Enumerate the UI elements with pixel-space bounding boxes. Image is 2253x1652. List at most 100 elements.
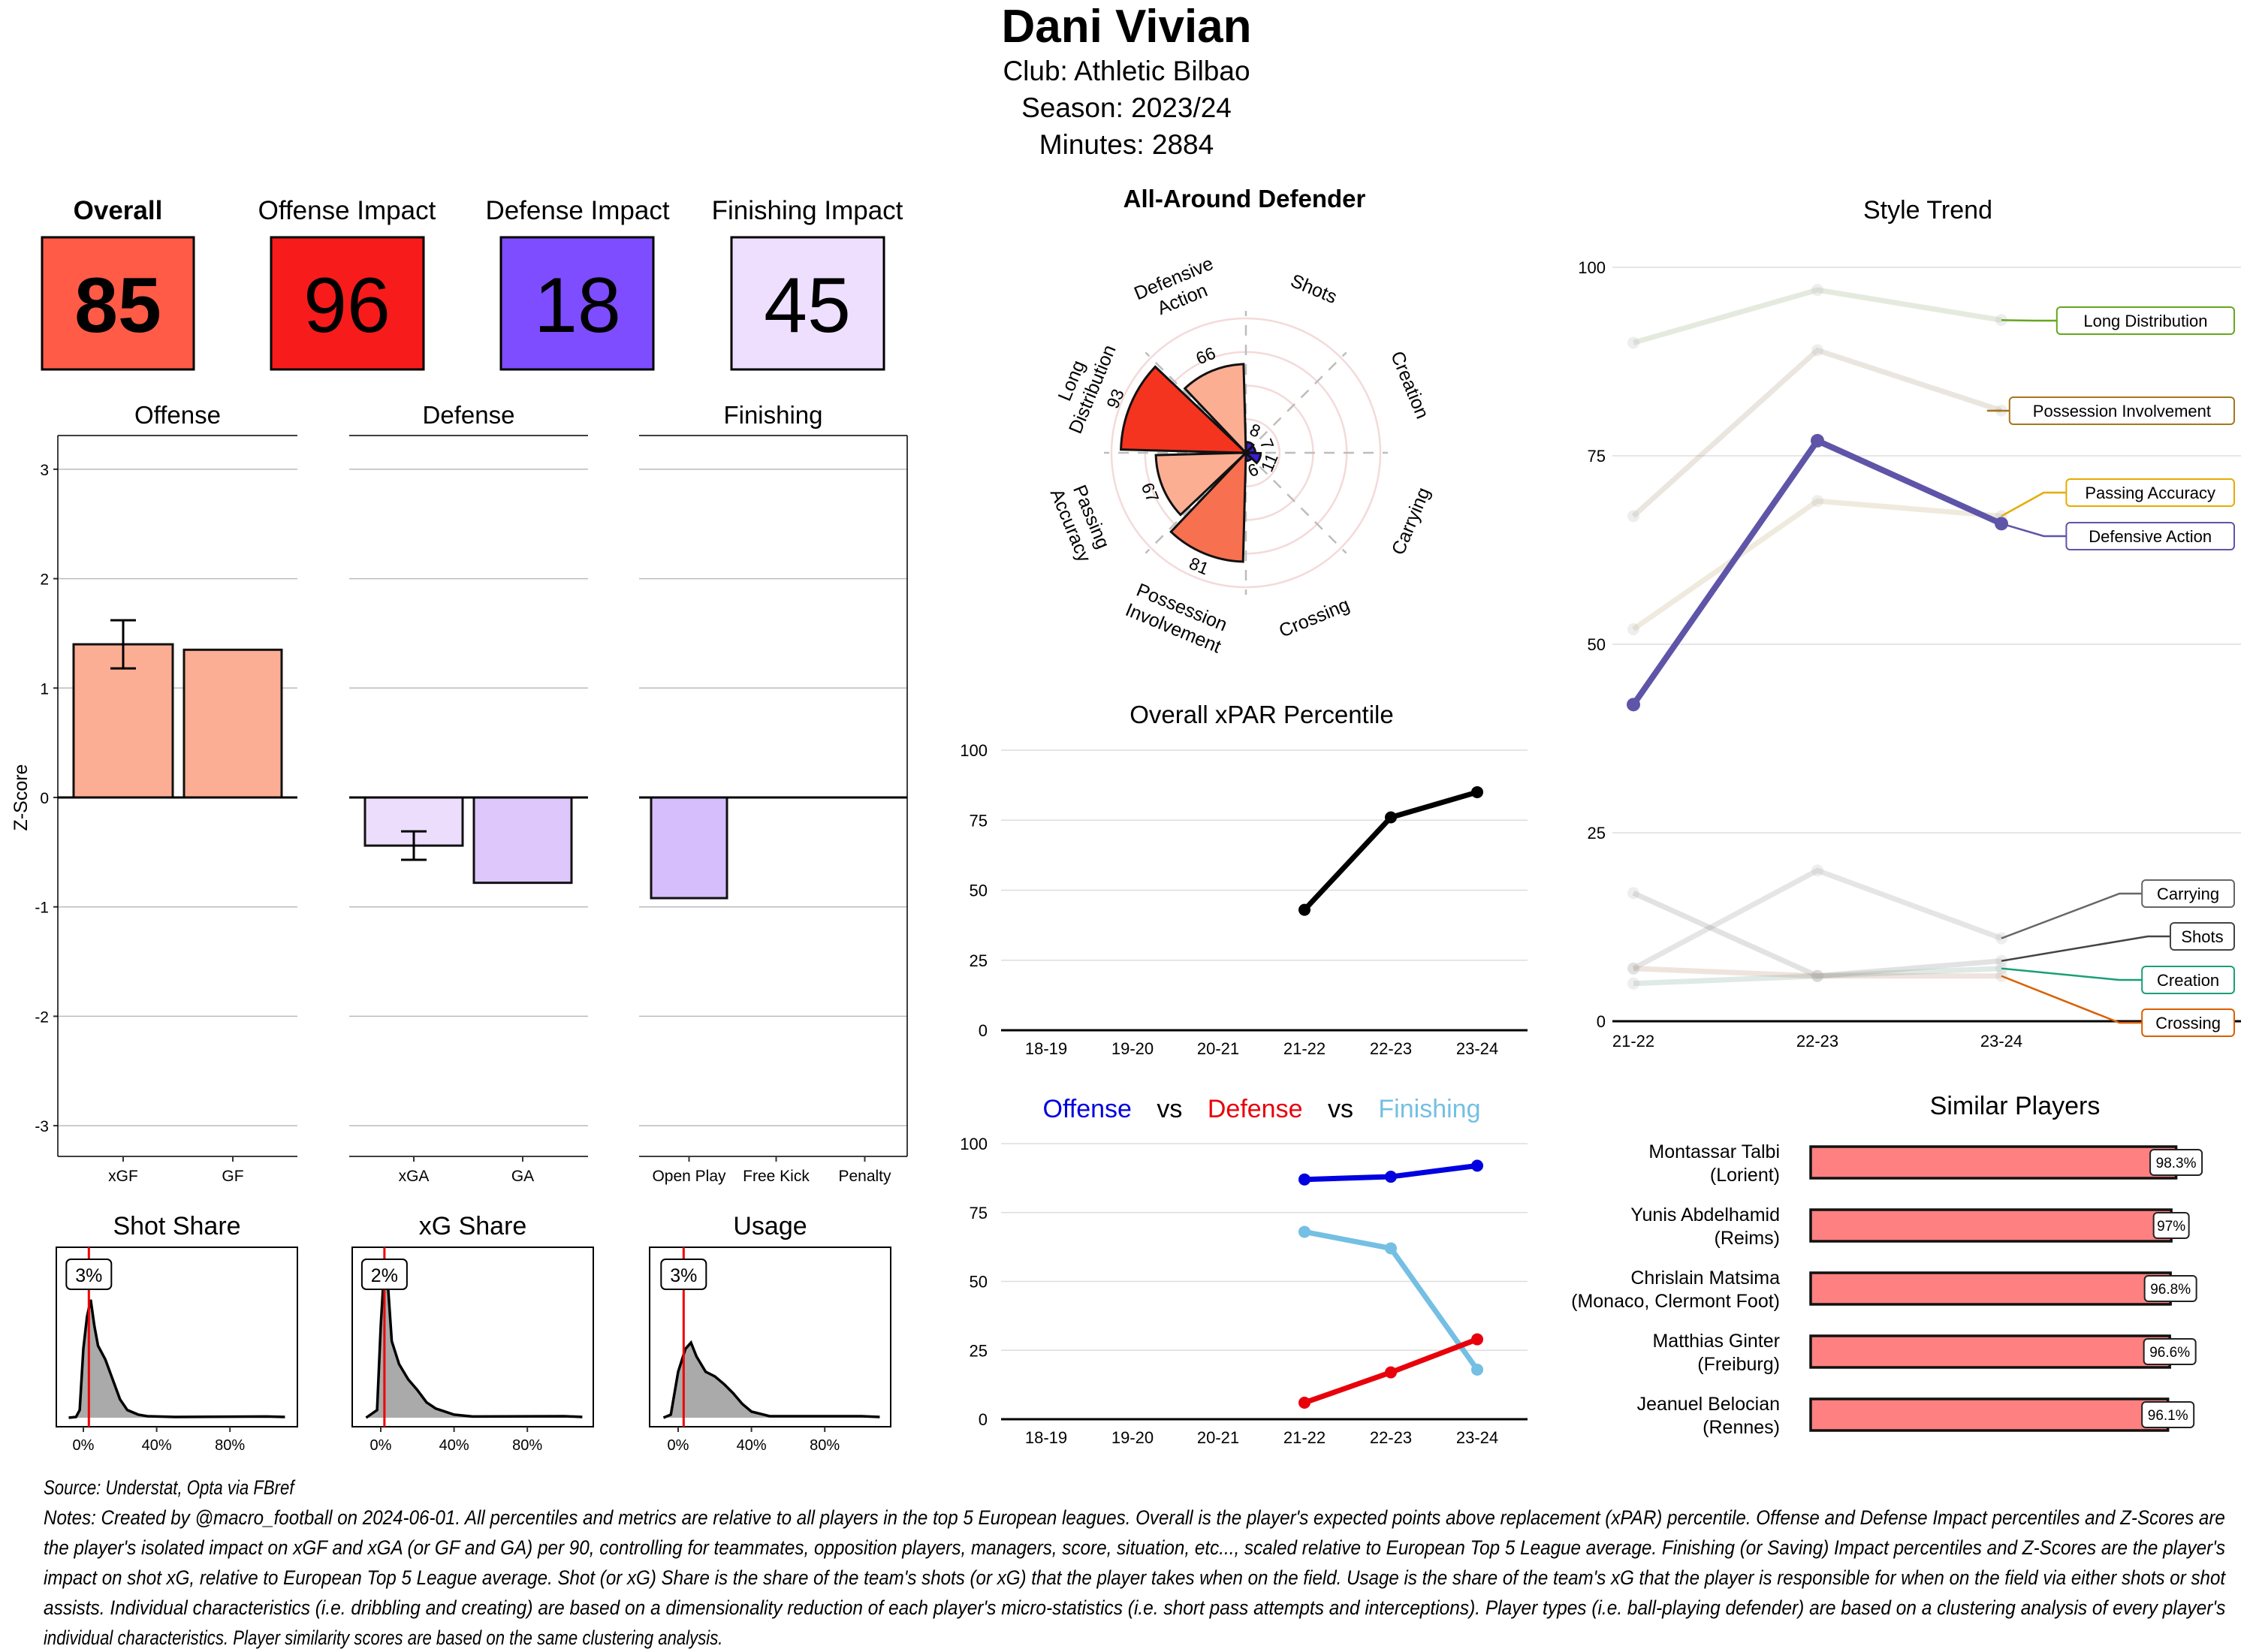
- radar-wedge-passing-accuracy: [1154, 451, 1249, 517]
- series-label: Shots: [2181, 927, 2223, 946]
- y-tick-label: 100: [960, 741, 988, 760]
- similarity-label: 96.6%: [2149, 1345, 2190, 1361]
- similar-player-club: (Freiburg): [1697, 1354, 1780, 1375]
- similar-player-name: Chrislain Matsima: [1630, 1268, 1780, 1289]
- score-value: 96: [303, 262, 391, 349]
- data-point: [1811, 433, 1824, 448]
- similarity-bar: [1809, 1208, 2173, 1243]
- score-value: 18: [534, 262, 621, 349]
- similarity-label-box: [2143, 1338, 2197, 1365]
- data-point: [1811, 284, 1823, 297]
- series-line: [1631, 498, 2002, 632]
- score-label: Offense Impact: [258, 196, 436, 225]
- data-point: [1298, 1396, 1310, 1409]
- player-value-label: 3%: [75, 1265, 102, 1286]
- notes-line: impact on shot xG, relative to European …: [44, 1566, 2226, 1589]
- x-tick-label: 22-23: [1370, 1428, 1412, 1447]
- panel-title: Finishing: [723, 401, 822, 429]
- series-line: [1633, 966, 2001, 979]
- zscore-panel-offense: Offense 3 2 1 0 -1 -2 -3 xGF GF: [35, 401, 297, 1185]
- x-tick-label: 80%: [512, 1437, 542, 1454]
- score-value: 45: [764, 262, 851, 349]
- similarity-bar: [1809, 1145, 2178, 1180]
- radar-value-label: 67: [1138, 480, 1163, 505]
- similar-player-name: Montassar Talbi: [1648, 1141, 1780, 1162]
- data-point: [1298, 1225, 1310, 1238]
- x-tick-label: 0%: [668, 1437, 689, 1454]
- similarity-label: 96.8%: [2150, 1282, 2191, 1298]
- score-box: [270, 236, 425, 371]
- score-box: [730, 236, 885, 371]
- series-label-box: [2141, 879, 2235, 908]
- radar-category-label: Carrying: [1388, 484, 1434, 558]
- label-connector: [2001, 975, 2143, 1024]
- similar-player-row: Matthias Ginter(Freiburg) 96.6%: [1652, 1331, 2197, 1375]
- panel-title: Offense: [134, 401, 221, 429]
- series-line: [1631, 347, 2003, 518]
- zscore-panel-defense: Defense xGA GA: [349, 401, 588, 1185]
- series-label: Carrying: [2157, 885, 2219, 903]
- x-tick-label: 80%: [810, 1437, 840, 1454]
- data-point: [1811, 344, 1823, 357]
- x-tick-label: GA: [511, 1168, 534, 1185]
- similar-player-club: (Monaco, Clermont Foot): [1571, 1291, 1780, 1312]
- y-tick-label: 2: [40, 571, 49, 589]
- series-line: [1630, 436, 2003, 707]
- data-point: [1811, 864, 1823, 877]
- player-value-label: 3%: [670, 1265, 697, 1286]
- series-defense: [1298, 1333, 1483, 1409]
- title-vs: vs: [1328, 1095, 1353, 1123]
- y-tick-label: 75: [970, 1204, 988, 1222]
- xpar-line-chart: 100 75 50 25 0 18-19 19-20 20-21 21-22 22-23 23-24: [960, 741, 1528, 1058]
- series-label: Possession Involvement: [2033, 402, 2211, 421]
- series-label-box: [2170, 922, 2235, 951]
- y-tick-label: 0: [40, 790, 49, 807]
- player-value-label-box: [65, 1259, 113, 1290]
- x-tick-label: Penalty: [838, 1168, 891, 1185]
- series-offense: [1298, 1159, 1483, 1186]
- y-tick-label: -1: [35, 900, 49, 917]
- data-point: [1627, 962, 1639, 975]
- zscore-axis-label: Z-Score: [11, 764, 32, 831]
- y-tick-label: 100: [1578, 258, 1606, 277]
- club-line: Club: Athletic Bilbao: [1003, 56, 1250, 86]
- notes-line: individual characteristics. Player simil…: [44, 1626, 723, 1649]
- label-connector: [2001, 892, 2143, 939]
- data-point: [1627, 510, 1639, 523]
- series-line: [1632, 891, 2002, 979]
- y-tick-label: 50: [1588, 635, 1606, 654]
- x-tick-label: 23-24: [1456, 1428, 1498, 1447]
- series-label-box: [2141, 966, 2235, 994]
- y-tick-label: 25: [970, 951, 988, 970]
- style-series-passing-accuracy: Passing Accuracy: [1627, 478, 2235, 635]
- radar-category-label: PossessionInvolvement: [1123, 578, 1233, 657]
- radar-wedge-long-distribution: [1120, 365, 1249, 454]
- score-label: Defense Impact: [485, 196, 669, 225]
- bar-ga: [472, 796, 573, 885]
- similarity-bar: [1809, 1397, 2170, 1432]
- label-connector: [2001, 967, 2143, 981]
- radar-category-label: LongDistribution: [1044, 333, 1120, 437]
- impact-trend-line-chart: 100 75 50 25 0 18-19 19-20 20-21 21-22 22-23 23-24: [960, 1135, 1528, 1447]
- x-tick-label: Free Kick: [743, 1168, 810, 1185]
- notes-line: assists. Individual characteristics (i.e…: [44, 1596, 2226, 1619]
- density-panel-usage: Usage 3% 0% 40% 80%: [649, 1212, 891, 1454]
- y-tick-label: 25: [970, 1341, 988, 1360]
- similar-player-club: (Lorient): [1710, 1165, 1780, 1186]
- notes-line: the player's isolated impact on xGF and …: [44, 1536, 2225, 1559]
- impact-trend-title: Offense vs Defense vs Finishing: [1043, 1095, 1481, 1123]
- data-point: [1471, 1363, 1483, 1376]
- data-point: [1627, 962, 1639, 975]
- data-point: [1811, 495, 1823, 508]
- similarity-label-box: [2143, 1275, 2197, 1302]
- data-point: [1627, 977, 1639, 990]
- x-tick-label: 0%: [370, 1437, 392, 1454]
- similarity-bar: [1809, 1334, 2171, 1369]
- data-point: [1385, 1366, 1397, 1379]
- score-box: [499, 236, 655, 371]
- player-value-label-box: [360, 1259, 408, 1290]
- radar-wedge-possession-involvement: [1169, 450, 1247, 563]
- title-offense: Offense: [1043, 1095, 1132, 1123]
- style-series-defensive-action: Defensive Action: [1627, 433, 2235, 712]
